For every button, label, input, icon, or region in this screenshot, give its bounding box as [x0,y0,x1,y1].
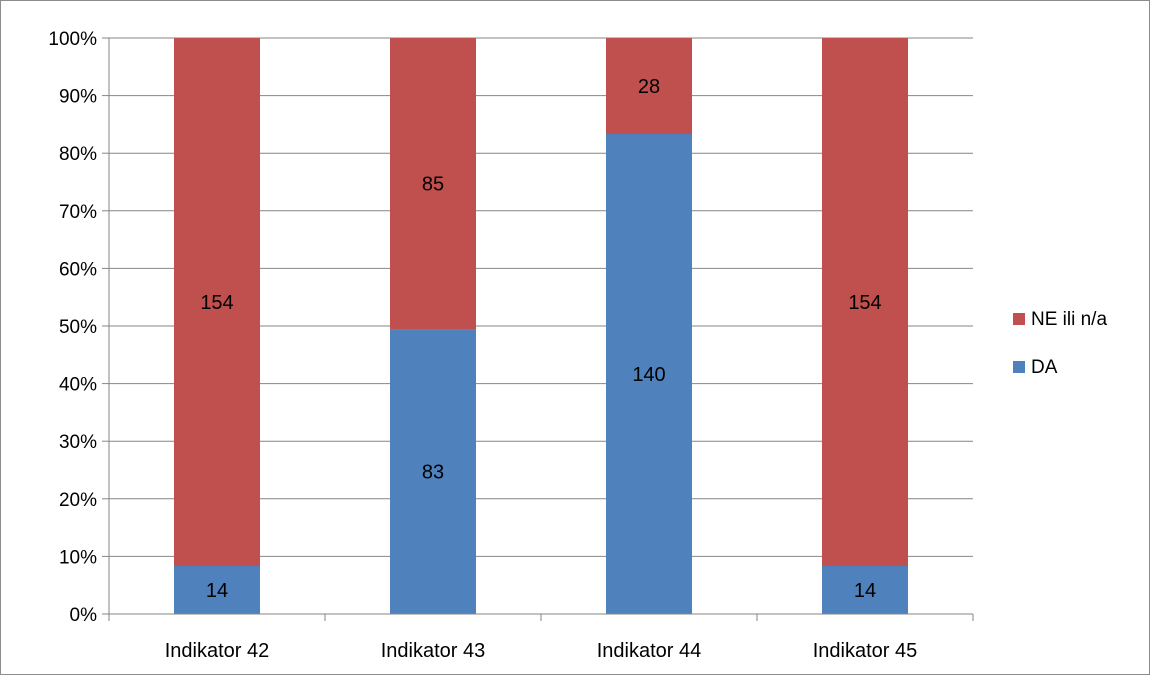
data-label: 14 [206,580,228,602]
x-tick-label: Indikator 43 [381,640,486,662]
legend-swatch [1013,313,1025,325]
data-label: 83 [422,462,444,484]
x-tick-label: Indikator 42 [165,640,270,662]
data-label: 85 [422,174,444,196]
x-tick-label: Indikator 44 [597,640,702,662]
data-label: 28 [638,76,660,98]
y-tick-labels: 0% 10% 20% 30% 40% 50% 60% 70% 80% 90% 100% [48,29,97,626]
legend-entry: DA [1031,357,1058,378]
y-tick-label: 70% [59,202,97,223]
y-tick-label: 80% [59,144,97,165]
y-tick-label: 40% [59,375,97,396]
data-label: 154 [848,292,881,314]
data-label: 154 [200,292,233,314]
data-label: 14 [854,580,876,602]
bar-da [822,566,908,614]
bar-da [390,329,476,614]
legend-entry: NE ili n/a [1031,309,1107,330]
y-tick-label: 0% [70,605,98,626]
legend: NE ili n/a DA [1013,309,1107,378]
y-tick-label: 90% [59,87,97,108]
bar-ne-ili-n-a [174,38,260,566]
y-tick-label: 10% [59,547,97,568]
y-tick-label: 60% [59,259,97,280]
bars [174,38,908,614]
y-tick-label: 100% [48,29,97,50]
legend-swatch [1013,361,1025,373]
data-labels: 14 154 83 85 140 28 14 154 [200,76,881,602]
bar-ne-ili-n-a [606,38,692,134]
bar-da [174,566,260,614]
x-tick-labels: Indikator 42 Indikator 43 Indikator 44 Indi… [165,640,918,662]
bar-ne-ili-n-a [390,38,476,330]
bar-da [606,134,692,614]
axes [102,37,974,621]
y-tick-label: 20% [59,490,97,511]
data-label: 140 [632,364,665,386]
x-tick-label: Indikator 45 [813,640,918,662]
y-tick-label: 50% [59,317,97,338]
y-tick-label: 30% [59,432,97,453]
bar-ne-ili-n-a [822,38,908,566]
